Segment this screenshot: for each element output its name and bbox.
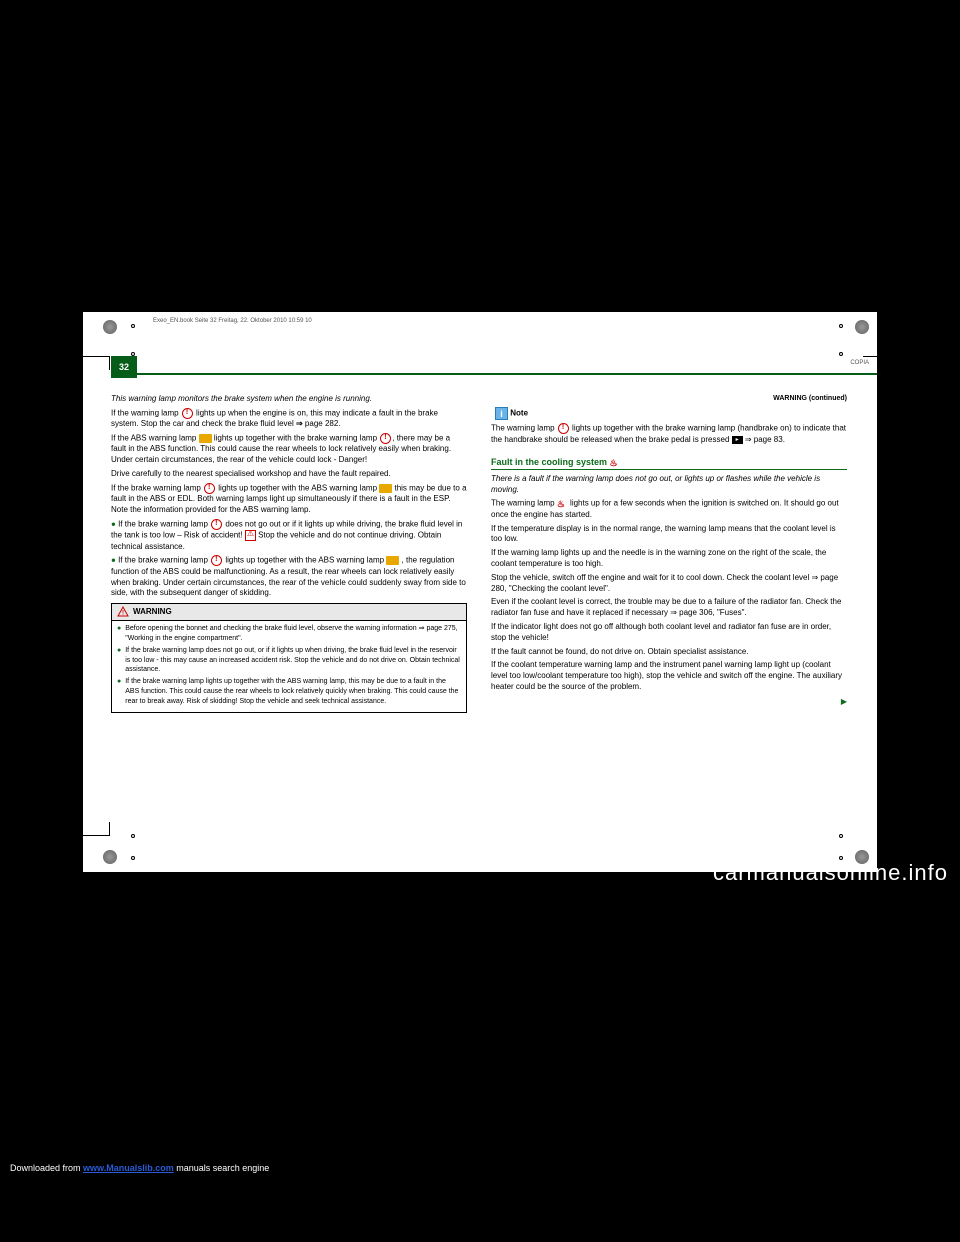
r-para-2: If the temperature display is in the nor… (491, 524, 847, 546)
brake-icon (380, 433, 391, 444)
brake-icon (558, 423, 569, 434)
file-label-left: Exeo_EN.book Seite 32 Freitag, 22. Oktob… (153, 318, 312, 324)
right-column: WARNING (continued) i Note The warning l… (491, 394, 847, 708)
temperature-icon: ♨ (557, 498, 568, 509)
brake-icon (182, 408, 193, 419)
warning-continued: WARNING (continued) (491, 394, 847, 403)
manual-page: 32 Driving Exeo_EN.book Seite 32 Freitag… (83, 312, 877, 872)
warning-body: ●Before opening the bonnet and checking … (112, 621, 466, 711)
section-title: Driving (143, 358, 174, 368)
watermark: carmanualsonline.info (713, 860, 948, 886)
intro-text: This warning lamp monitors the brake sys… (111, 394, 467, 405)
svg-text:!: ! (122, 611, 124, 617)
cooling-sub: There is a fault if the warning lamp doe… (491, 474, 847, 496)
info-icon: i (495, 407, 508, 420)
left-column: This warning lamp monitors the brake sys… (111, 394, 467, 713)
para-6: ● If the brake warning lamp does not go … (111, 519, 467, 553)
r-para-3: If the warning lamp lights up and the ne… (491, 548, 847, 570)
warning-item-1: ●Before opening the bonnet and checking … (117, 624, 461, 644)
r-para-5: Even if the coolant level is correct, th… (491, 597, 847, 619)
temperature-icon: ♨ (610, 457, 621, 468)
abs-icon (386, 556, 399, 565)
brake-icon (211, 519, 222, 530)
brake-icon (204, 483, 215, 494)
file-label-right: COPIA (850, 360, 869, 366)
abs-icon (379, 484, 392, 493)
page-header: 32 Driving (111, 372, 877, 375)
brake-icon (211, 555, 222, 566)
para-3: If the ABS warning lamp lights up togeth… (111, 433, 467, 466)
cooling-heading: Fault in the cooling system ♨ (491, 456, 847, 470)
para-7: ● If the brake warning lamp lights up to… (111, 555, 467, 599)
r-para-7: If the fault cannot be found, do not dri… (491, 647, 847, 658)
warning-box: ! WARNING ●Before opening the bonnet and… (111, 603, 467, 712)
note-head: i Note (491, 407, 847, 420)
r-para-6: If the indicator light does not go off a… (491, 622, 847, 644)
warning-triangle-icon: ! (117, 606, 129, 618)
r-para-8: If the coolant temperature warning lamp … (491, 660, 847, 692)
para-2: If the warning lamp lights up when the e… (111, 408, 467, 430)
para-5: If the brake warning lamp lights up toge… (111, 483, 467, 516)
footer-link[interactable]: www.Manualslib.com (83, 1163, 174, 1173)
abs-icon (199, 434, 212, 443)
warning-item-3: ●If the brake warning lamp lights up tog… (117, 677, 461, 706)
r-para-1: The warning lamp ♨ lights up for a few s… (491, 498, 847, 520)
warning-icon (245, 530, 256, 541)
page-ref-icon: ▸ (732, 436, 743, 444)
page-number: 32 (111, 356, 137, 378)
para-4: Drive carefully to the nearest specialis… (111, 469, 467, 480)
continue-arrow: ▶ (491, 697, 847, 708)
warning-item-2: ●If the brake warning lamp does not go o… (117, 646, 461, 675)
note-para: The warning lamp lights up together with… (491, 423, 847, 445)
footer-text: Downloaded from www.Manualslib.com manua… (10, 1163, 269, 1173)
warning-header: ! WARNING (112, 604, 466, 621)
r-para-4: Stop the vehicle, switch off the engine … (491, 573, 847, 595)
